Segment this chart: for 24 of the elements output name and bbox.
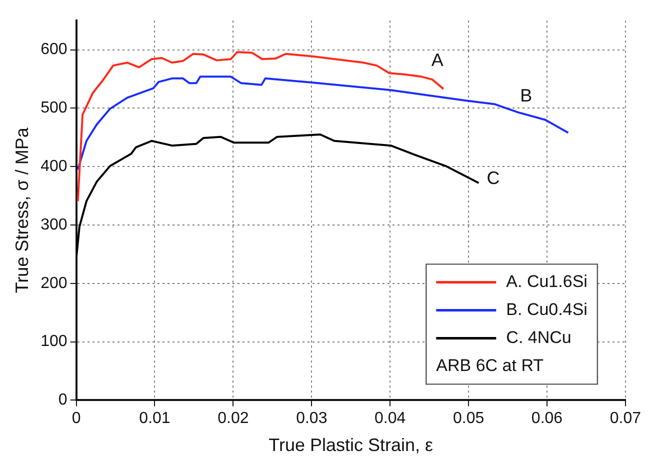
- y-tick-label: 500: [40, 100, 68, 117]
- x-tick-label: 0.07: [610, 410, 642, 428]
- y-tick-label: 100: [40, 333, 68, 350]
- y-tick-label: 300: [40, 216, 68, 234]
- x-tick-label: 0.03: [296, 410, 328, 428]
- x-tick-label: 0.05: [452, 410, 484, 428]
- x-tick-label: 0.01: [139, 410, 170, 428]
- y-axis-title: True Stress, σ / MPa: [12, 126, 32, 294]
- y-tick-label: 400: [40, 158, 68, 176]
- x-tick-label: 0.02: [218, 410, 249, 428]
- annotation: ARB 6C at RT: [436, 356, 544, 375]
- legend-label: B. Cu0.4Si: [506, 300, 588, 319]
- y-tick-label: 200: [40, 274, 68, 292]
- annotation: B: [520, 86, 532, 106]
- y-tick-label: 600: [40, 41, 68, 58]
- x-axis-title: True Plastic Strain, ε: [268, 435, 434, 456]
- annotation: A: [431, 50, 444, 70]
- y-tick-label: 0: [58, 392, 68, 409]
- annotation: C: [486, 168, 500, 188]
- x-tick-label: 0.06: [531, 410, 563, 428]
- x-tick-label: 0.04: [374, 410, 406, 428]
- legend-label: A. Cu1.6Si: [506, 272, 588, 291]
- x-tick-label: 0: [72, 410, 81, 428]
- legend-label: C. 4NCu: [506, 328, 572, 347]
